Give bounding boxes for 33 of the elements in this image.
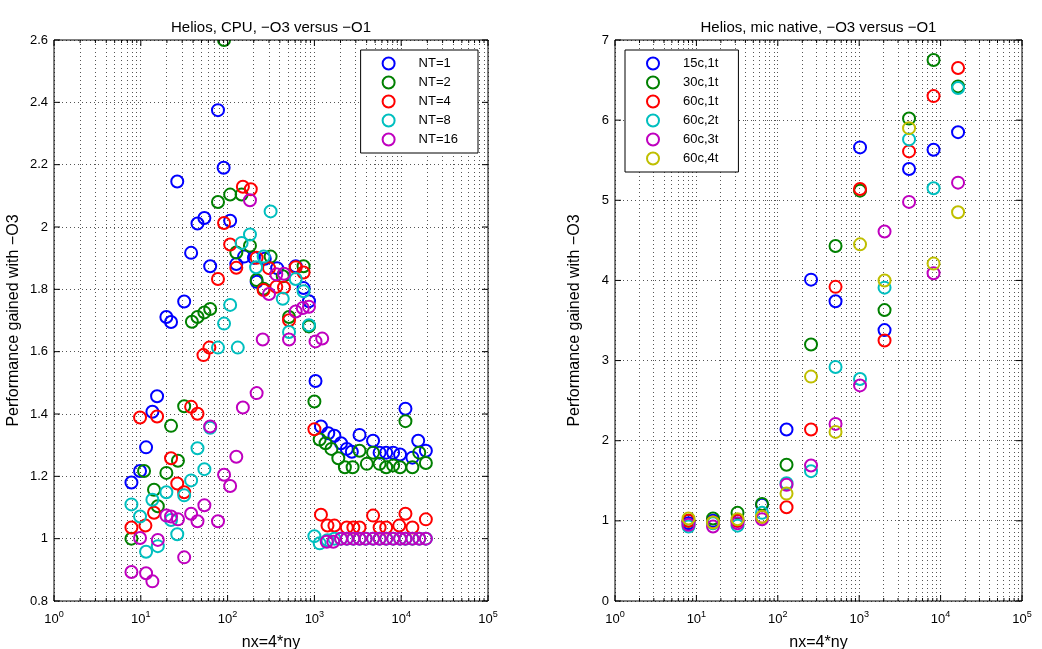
y-tick-label: 2 — [40, 218, 48, 234]
legend-label: NT=2 — [418, 74, 451, 90]
y-tick-label: 1.4 — [29, 405, 48, 421]
legend-label: NT=4 — [418, 93, 451, 109]
y-tick-label: 2.2 — [29, 156, 48, 172]
chart-title: Helios, mic native, −O3 versus −O1 — [700, 18, 937, 35]
y-tick-label: 1.8 — [29, 280, 48, 296]
legend-label: NT=1 — [418, 55, 451, 71]
y-tick-label: 6 — [601, 111, 609, 127]
legend-label: 15c,1t — [683, 55, 719, 71]
y-axis-title: Performance gained with −O3 — [565, 214, 582, 427]
legend-label: 60c,4t — [683, 150, 719, 166]
y-tick-label: 0 — [601, 592, 609, 608]
y-tick-label: 2 — [601, 432, 609, 448]
y-tick-label: 1 — [601, 512, 609, 528]
y-tick-label: 1.6 — [29, 343, 48, 359]
legend-label: 60c,1t — [683, 93, 719, 109]
legend-label: NT=16 — [418, 131, 459, 147]
y-tick-label: 1.2 — [29, 467, 48, 483]
legend-label: 60c,2t — [683, 112, 719, 128]
legend-label: 60c,3t — [683, 131, 719, 147]
y-tick-label: 4 — [601, 272, 609, 288]
y-tick-label: 2.6 — [29, 31, 48, 47]
legend-label: NT=8 — [418, 112, 451, 128]
y-tick-label: 1 — [40, 530, 48, 546]
y-axis-title: Performance gained with −O3 — [4, 214, 21, 427]
y-tick-label: 5 — [601, 191, 609, 207]
y-tick-label: 0.8 — [29, 592, 48, 608]
y-tick-label: 7 — [601, 31, 609, 47]
legend-label: 30c,1t — [683, 74, 719, 90]
y-tick-label: 2.4 — [29, 93, 48, 109]
y-tick-label: 3 — [601, 352, 609, 368]
chart-title: Helios, CPU, −O3 versus −O1 — [170, 18, 372, 35]
